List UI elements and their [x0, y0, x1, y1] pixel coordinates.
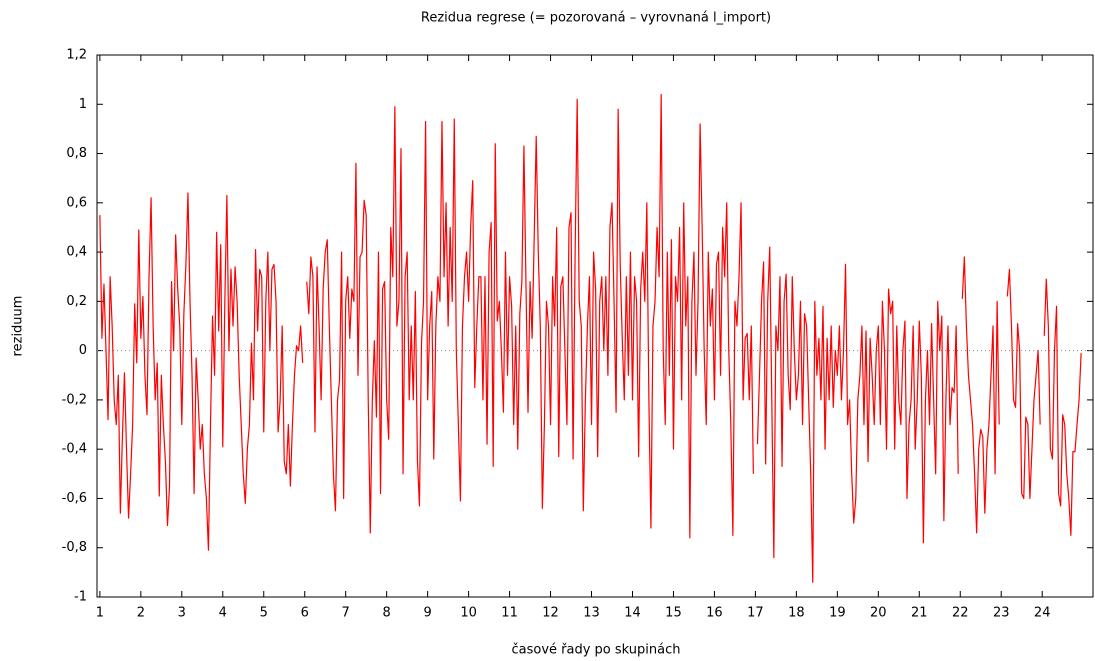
- x-tick-label: 16: [706, 606, 723, 621]
- y-tick-label: -1: [74, 590, 87, 605]
- x-tick-label: 9: [423, 606, 431, 621]
- x-tick-label: 22: [952, 606, 969, 621]
- x-tick-label: 2: [137, 606, 145, 621]
- y-tick-label: -0,6: [62, 491, 87, 506]
- y-tick-label: 0,6: [66, 195, 87, 210]
- plot-frame: [96, 54, 1094, 598]
- x-tick-label: 8: [383, 606, 391, 621]
- y-axis-label: reziduum: [11, 296, 26, 357]
- x-tick-label: 3: [178, 606, 186, 621]
- y-tick-label: -0,4: [62, 442, 87, 457]
- x-tick-label: 21: [911, 606, 928, 621]
- x-tick-label: 12: [542, 606, 559, 621]
- x-tick-label: 13: [583, 606, 600, 621]
- x-tick-label: 20: [870, 606, 887, 621]
- x-tick-label: 18: [788, 606, 805, 621]
- x-tick-label: 11: [501, 606, 518, 621]
- x-tick-label: 4: [219, 606, 227, 621]
- x-tick-label: 1: [96, 606, 104, 621]
- x-tick-label: 14: [624, 606, 641, 621]
- x-tick-label: 10: [460, 606, 477, 621]
- x-tick-label: 17: [747, 606, 764, 621]
- x-tick-label: 23: [993, 606, 1010, 621]
- x-tick-label: 6: [301, 606, 309, 621]
- y-tick-label: -0,8: [62, 540, 87, 555]
- x-tick-label: 19: [829, 606, 846, 621]
- x-tick-label: 24: [1034, 606, 1051, 621]
- y-tick-label: -0,2: [62, 392, 87, 407]
- x-tick-label: 5: [260, 606, 268, 621]
- x-axis-label: časové řady po skupinách: [512, 643, 681, 658]
- y-tick-label: 1: [79, 97, 87, 112]
- y-tick-label: 0,2: [66, 294, 87, 309]
- y-tick-label: 0,4: [66, 245, 87, 260]
- y-tick-label: 0,8: [66, 146, 87, 161]
- y-tick-label: 1,2: [66, 48, 87, 63]
- y-tick-label: 0: [79, 343, 87, 358]
- x-tick-label: 7: [342, 606, 350, 621]
- chart-title: Rezidua regrese (= pozorovaná – vyrovnan…: [421, 11, 771, 26]
- x-tick-label: 15: [665, 606, 682, 621]
- residual-line: [99, 93, 1082, 583]
